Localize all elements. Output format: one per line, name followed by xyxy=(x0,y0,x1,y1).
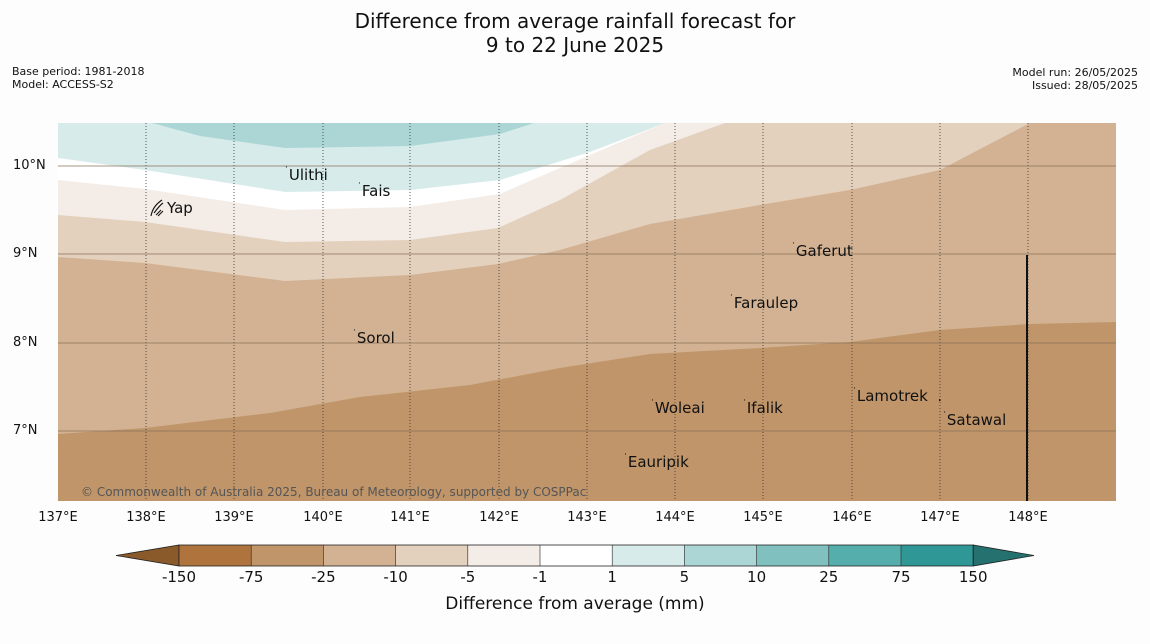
place-yap-label: Yap xyxy=(167,199,193,217)
colorbar-segment xyxy=(179,545,252,566)
lat-label-10n: 10°N xyxy=(13,158,46,173)
place-yap: Yap xyxy=(167,199,193,217)
colorbar-tick-label: -75 xyxy=(238,568,264,586)
place-faraulep-label: Faraulep xyxy=(733,294,799,312)
place-lamotrek-label: Lamotrek xyxy=(856,387,928,405)
band-plus5 xyxy=(58,123,665,192)
place-sorol: ·Sorol xyxy=(353,326,395,347)
place-ifalik-label: Ifalik xyxy=(746,399,783,417)
meta-right: Model run: 26/05/2025 Issued: 28/05/2025 xyxy=(1012,66,1138,92)
place-woleai: ·Woleai xyxy=(651,396,705,417)
colorbar-arrow-left xyxy=(115,544,180,567)
colorbar-segment xyxy=(828,545,901,566)
colorbar-tick-label: -5 xyxy=(460,568,476,586)
land-patch xyxy=(58,434,90,500)
colorbar-tick-label: 25 xyxy=(819,568,839,586)
colorbar-segment xyxy=(612,545,685,566)
lon-label-137e: 137°E xyxy=(38,510,78,525)
lon-label-147e: 147°E xyxy=(920,510,960,525)
lat-label-7n: 7°N xyxy=(13,423,38,438)
colorbar-segment xyxy=(467,545,540,566)
colorbar-segment xyxy=(251,545,324,566)
place-ifalik: ·Ifalik xyxy=(743,396,783,417)
issued-date: Issued: 28/05/2025 xyxy=(1031,79,1138,92)
place-woleai-label: Woleai xyxy=(654,399,705,417)
place-gaferut: ·Gaferut xyxy=(792,239,853,260)
colorbar-tick-label: -25 xyxy=(311,568,336,586)
place-satawal: ·Satawal xyxy=(943,408,1007,429)
colorbar-tick-label: 1 xyxy=(607,568,617,586)
lon-label-143e: 143°E xyxy=(567,510,607,525)
lon-label-146e: 146°E xyxy=(832,510,872,525)
colorbar-tick-label: -10 xyxy=(383,568,408,586)
crab-icon xyxy=(150,199,164,217)
model-run: Model run: 26/05/2025 xyxy=(1012,66,1138,79)
colorbar-tick-label: -1 xyxy=(532,568,548,586)
lon-label-138e: 138°E xyxy=(126,510,166,525)
lon-label-141e: 141°E xyxy=(390,510,430,525)
place-fais: ·Fais xyxy=(358,179,391,200)
lon-label-144e: 144°E xyxy=(655,510,695,525)
colorbar-tick-label: 150 xyxy=(958,568,988,586)
lon-label-145e: 145°E xyxy=(743,510,783,525)
colorbar-arrow-right xyxy=(972,544,1035,567)
place-satawal-label: Satawal xyxy=(946,411,1007,429)
place-lamotrek-dot: . xyxy=(927,387,943,405)
colorbar-title: Difference from average (mm) xyxy=(445,594,705,614)
lon-label-139e: 139°E xyxy=(214,510,254,525)
lon-label-140e: 140°E xyxy=(303,510,343,525)
lon-label-148e: 148°E xyxy=(1008,510,1048,525)
model-name: Model: ACCESS-S2 xyxy=(12,78,114,91)
map-title-line1: Difference from average rainfall forecas… xyxy=(354,9,796,33)
copyright-notice: © Commonwealth of Australia 2025, Bureau… xyxy=(81,485,587,499)
place-eauripik: ·Eauripik xyxy=(624,450,689,471)
colorbar xyxy=(115,544,1035,567)
colorbar-segment xyxy=(395,545,468,566)
colorbar-segment xyxy=(756,545,829,566)
colorbar-tick-label: 5 xyxy=(679,568,690,586)
place-ulithi-label: Ulithi xyxy=(288,166,328,184)
meta-left: Base period: 1981-2018 Model: ACCESS-S2 xyxy=(12,65,144,91)
colorbar-tick-label: 75 xyxy=(891,568,911,586)
lat-label-8n: 8°N xyxy=(13,335,38,350)
colorbar-segment xyxy=(540,545,613,566)
colorbar-segment xyxy=(901,545,974,566)
place-eauripik-label: Eauripik xyxy=(627,453,689,471)
place-lamotrek: ·Lamotrek . xyxy=(853,384,943,405)
colorbar-segment xyxy=(323,545,396,566)
lat-label-9n: 9°N xyxy=(13,246,38,261)
base-period: Base period: 1981-2018 xyxy=(12,65,145,78)
place-fais-label: Fais xyxy=(361,182,391,200)
gridlines xyxy=(58,123,1116,501)
band-plus10 xyxy=(152,123,534,148)
colorbar-frame xyxy=(178,544,974,567)
place-gaferut-label: Gaferut xyxy=(795,242,853,260)
colorbar-tick-label: 10 xyxy=(747,568,767,586)
place-faraulep: ·Faraulep xyxy=(730,291,799,312)
place-sorol-label: Sorol xyxy=(356,329,395,347)
map-title-line2: 9 to 22 June 2025 xyxy=(485,33,665,57)
colorbar-tick-label: -150 xyxy=(161,568,197,586)
place-ulithi: ·Ulithi xyxy=(285,163,328,184)
colorbar-segment xyxy=(684,545,757,566)
lon-label-142e: 142°E xyxy=(479,510,519,525)
